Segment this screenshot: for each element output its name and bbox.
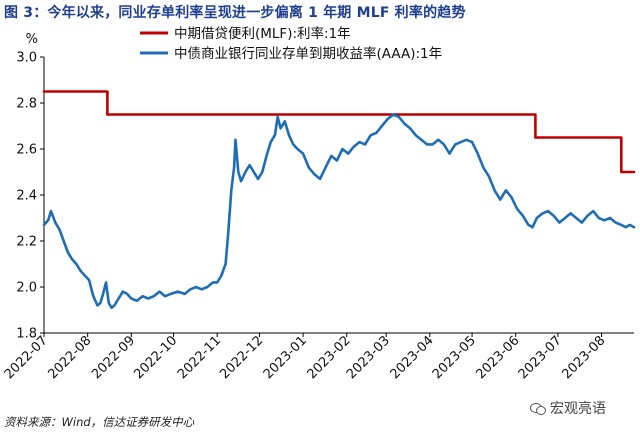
y-axis-unit: % — [26, 32, 38, 47]
x-tick-label: 2023-01 — [261, 333, 310, 382]
x-tick-label: 2022-12 — [217, 333, 266, 382]
x-tick-label: 2023-05 — [430, 333, 479, 382]
wechat-icon — [530, 401, 546, 415]
y-tick-label: 2.8 — [16, 97, 37, 112]
y-tick-label: 3.0 — [16, 51, 37, 66]
x-tick-label: 2022-11 — [175, 333, 224, 382]
y-tick-label: 2.4 — [16, 189, 37, 204]
source-note: 资料来源：Wind，信达证券研发中心 — [4, 415, 195, 429]
x-tick-label: 2023-07 — [516, 333, 565, 382]
chart-axes: %1.82.02.22.42.62.83.02022-072022-082022… — [2, 32, 634, 382]
series-line-1 — [42, 90, 636, 174]
x-tick-label: 2022-09 — [89, 333, 138, 382]
legend-label-1: 中期借贷便利(MLF):利率:1年 — [174, 25, 351, 42]
figure-title: 图 3：今年以来，同业存单利率呈现进一步偏离 1 年期 MLF 利率的趋势 — [4, 5, 466, 21]
y-tick-label: 2.6 — [16, 143, 37, 158]
series-line-2 — [42, 113, 636, 309]
x-tick-label: 2023-06 — [474, 333, 523, 382]
y-tick-label: 2.2 — [16, 235, 37, 250]
x-tick-label: 2022-08 — [45, 333, 94, 382]
x-tick-label: 2023-04 — [388, 333, 437, 382]
legend-label-2: 中债商业银行同业存单到期收益率(AAA):1年 — [174, 45, 442, 62]
watermark: 宏观亮语 — [530, 398, 606, 418]
x-tick-label: 2022-10 — [131, 333, 180, 382]
x-tick-label: 2023-08 — [559, 333, 608, 382]
y-tick-label: 2.0 — [16, 281, 37, 296]
chart-series — [42, 90, 636, 309]
y-tick-label: 1.8 — [16, 327, 37, 342]
x-tick-label: 2023-03 — [344, 333, 393, 382]
watermark-text: 宏观亮语 — [550, 401, 606, 417]
